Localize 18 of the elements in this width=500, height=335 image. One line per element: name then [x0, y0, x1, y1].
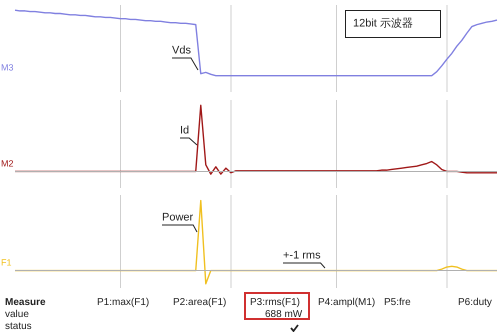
text: P5:fre — [384, 297, 411, 308]
series-label: Id — [180, 124, 190, 137]
text: P1:max(F1) — [97, 297, 150, 308]
text: P3:rms(F1) — [250, 297, 300, 308]
series-label: Power — [162, 212, 194, 224]
y-axis-title: M2 — [1, 158, 14, 168]
text: P4:ampl(M1) — [318, 297, 376, 308]
text: Measure — [5, 297, 46, 308]
y-axis-title: F1 — [1, 258, 12, 268]
text: 688 mW — [265, 309, 302, 320]
text: P2:area(F1) — [173, 297, 226, 308]
annotation: 12bit 示波器 — [353, 16, 413, 30]
y-axis-title: M3 — [1, 62, 14, 73]
annotation: +-1 rms — [283, 250, 322, 262]
series-label: Vds — [172, 44, 192, 57]
text: P6:duty — [458, 297, 492, 308]
text: status — [5, 321, 32, 332]
text: value — [5, 309, 29, 320]
